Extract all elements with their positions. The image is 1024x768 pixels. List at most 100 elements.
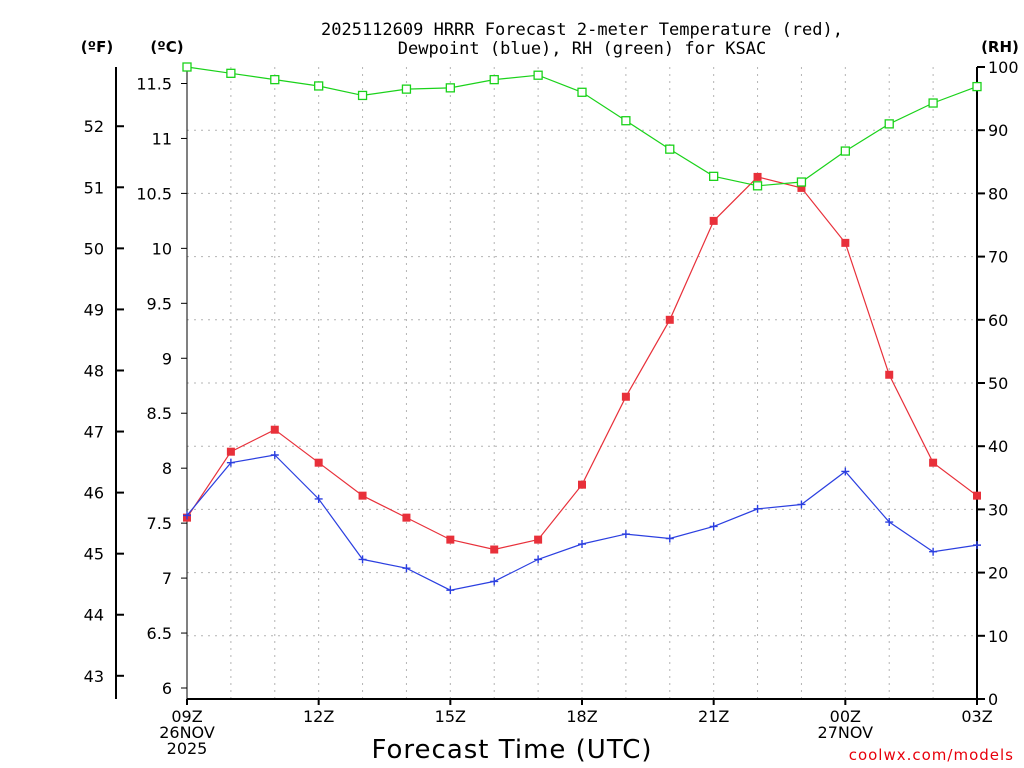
rh-point <box>709 171 719 181</box>
fahrenheit-tick-label: 51 <box>84 178 104 197</box>
celsius-tick-label: 7.5 <box>147 514 172 533</box>
rh-tick-label: 40 <box>988 437 1008 456</box>
celsius-tick-label: 11 <box>152 129 172 148</box>
celsius-tick-label: 9.5 <box>147 294 172 313</box>
dewpoint-point <box>226 458 235 467</box>
x-tick-label: 09Z <box>171 707 202 726</box>
dewpoint-point <box>270 450 279 459</box>
dewpoint-point <box>446 586 455 595</box>
x-tick-label: 03Z <box>961 707 992 726</box>
rh-unit-label: (RH) <box>981 38 1019 56</box>
rh-point <box>796 177 807 187</box>
temperature-point <box>314 458 323 467</box>
rh-tick-label: 20 <box>988 564 1008 583</box>
temperature-point <box>358 491 367 500</box>
rh-tick-label: 30 <box>988 500 1008 519</box>
x-tick-label: 2025 <box>167 739 208 758</box>
axes: 6 6.5 7 7.5 8 8.5 9 9.5 10 10.5 11 11.5 43 44 45 46 47 48… <box>84 58 1019 758</box>
rh-point <box>357 90 368 101</box>
chart-subtitle: Dewpoint (blue), RH (green) for KSAC <box>398 39 766 59</box>
rh-point <box>182 62 192 72</box>
x-axis-label: Forecast Time (UTC) <box>371 735 652 765</box>
rh-point <box>489 74 499 85</box>
x-tick-label: 26NOV <box>159 723 215 742</box>
temperature-point <box>929 458 938 467</box>
fahrenheit-tick-label: 49 <box>84 300 104 319</box>
x-tick-label: 21Z <box>698 707 729 726</box>
temperature-point <box>270 425 279 434</box>
rh-point <box>840 146 850 156</box>
temperature-point <box>226 447 235 456</box>
rh-point <box>928 98 938 108</box>
dewpoint-point <box>402 564 411 573</box>
x-tick-label: 18Z <box>566 707 597 726</box>
chart-title: 2025112609 HRRR Forecast 2-meter Tempera… <box>321 20 843 40</box>
temperature-point <box>621 392 630 401</box>
temperature-point <box>490 545 499 554</box>
rh-line <box>186 66 978 187</box>
dewpoint-point <box>534 555 543 564</box>
dewpoint-point <box>621 530 630 539</box>
rh-point <box>665 144 675 154</box>
rh-point <box>577 87 587 97</box>
rh-tick-label: 50 <box>988 374 1008 393</box>
fahrenheit-tick-label: 48 <box>84 361 104 380</box>
temperature-point <box>709 216 718 225</box>
fahrenheit-tick-label: 47 <box>84 423 104 442</box>
dewpoint-point <box>490 577 499 586</box>
x-tick-label: 15Z <box>435 707 466 726</box>
rh-point <box>445 83 455 93</box>
rh-tick-label: 60 <box>988 311 1008 330</box>
rh-point <box>972 81 982 92</box>
temperature-point <box>973 491 981 500</box>
temperature-point <box>446 535 455 544</box>
credit-text: coolwx.com/models <box>849 746 1014 764</box>
dewpoint-point <box>314 494 323 503</box>
fahrenheit-tick-label: 52 <box>84 117 104 136</box>
celsius-tick-label: 9 <box>162 349 172 368</box>
rh-point <box>621 116 631 126</box>
celsius-tick-label: 8.5 <box>147 404 172 423</box>
rh-point <box>226 68 236 78</box>
rh-point <box>270 74 280 85</box>
rh-tick-label: 100 <box>988 58 1019 77</box>
temperature-point <box>885 370 894 379</box>
rh-tick-label: 0 <box>988 690 998 709</box>
rh-point <box>533 70 543 80</box>
gridlines <box>187 67 977 699</box>
celsius-unit-label: (ºC) <box>150 38 183 56</box>
rh-point <box>884 119 894 129</box>
fahrenheit-tick-label: 45 <box>84 545 104 564</box>
rh-point <box>752 181 763 191</box>
rh-point <box>401 84 412 94</box>
temperature-point <box>665 315 674 324</box>
rh-tick-label: 10 <box>988 627 1008 646</box>
temperature-point <box>797 183 806 192</box>
dewpoint-point <box>709 522 718 531</box>
fahrenheit-tick-label: 44 <box>84 606 104 625</box>
rh-tick-label: 70 <box>988 248 1008 267</box>
temperature-line <box>186 176 978 551</box>
celsius-tick-label: 7 <box>162 569 172 588</box>
celsius-tick-label: 10.5 <box>136 184 172 203</box>
dewpoint-point <box>929 547 938 556</box>
dewpoint-point <box>753 504 762 513</box>
temperature-point <box>578 480 586 489</box>
dewpoint-point <box>183 511 191 520</box>
dewpoint-point <box>358 555 367 564</box>
dewpoint-point <box>797 500 806 509</box>
celsius-tick-label: 6.5 <box>147 624 172 643</box>
rh-point <box>314 81 324 91</box>
dewpoint-point <box>973 541 981 550</box>
x-tick-label: 12Z <box>303 707 334 726</box>
fahrenheit-tick-label: 43 <box>84 667 104 686</box>
temperature-point <box>841 238 850 247</box>
rh-tick-label: 90 <box>988 121 1008 140</box>
fahrenheit-unit-label: (ºF) <box>81 38 113 56</box>
x-tick-label: 00Z <box>830 707 861 726</box>
fahrenheit-tick-label: 46 <box>84 484 104 503</box>
x-tick-label: 27NOV <box>818 723 874 742</box>
dewpoint-point <box>665 534 674 543</box>
temperature-point <box>753 172 762 181</box>
